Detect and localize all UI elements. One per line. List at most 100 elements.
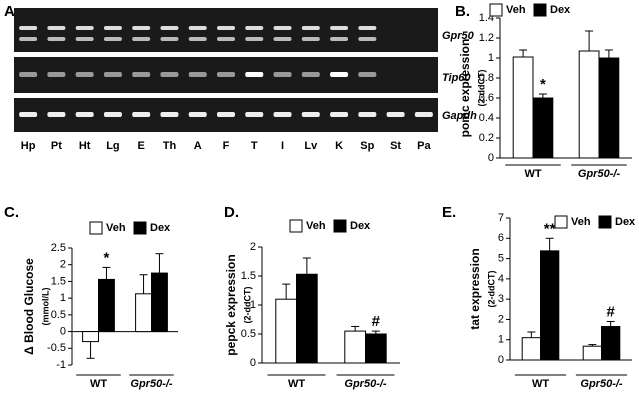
legend-label: Veh bbox=[306, 220, 326, 232]
y-tick-label: 1.5 bbox=[241, 270, 256, 282]
bar bbox=[365, 333, 387, 364]
y-axis-label: Δ Blood Glucose bbox=[22, 258, 36, 355]
legend-label: Dex bbox=[350, 220, 371, 232]
gel-band bbox=[19, 26, 38, 30]
gel-band bbox=[217, 112, 235, 117]
y-tick-label: 1.2 bbox=[479, 32, 494, 44]
lane-label: A bbox=[194, 140, 202, 152]
gel-band bbox=[132, 112, 151, 117]
gel-band bbox=[330, 112, 349, 117]
y-tick-label: -0.5 bbox=[47, 342, 66, 354]
lane-label: Hp bbox=[21, 140, 36, 152]
y-tick-label: 1 bbox=[498, 334, 504, 346]
gel-band bbox=[47, 112, 66, 117]
gel-band bbox=[245, 37, 264, 41]
gel-band bbox=[358, 37, 377, 41]
gel-band bbox=[301, 112, 320, 117]
y-tick-label: 7 bbox=[498, 212, 504, 224]
y-axis-label: (mmol/L) bbox=[40, 288, 50, 326]
gel-band bbox=[245, 26, 264, 30]
bar bbox=[344, 330, 366, 364]
gel-band bbox=[47, 26, 66, 30]
gel-band bbox=[217, 37, 235, 41]
gel-band bbox=[245, 112, 264, 117]
bar bbox=[151, 272, 168, 333]
gel-band bbox=[358, 26, 377, 30]
annotation: # bbox=[372, 313, 381, 330]
legend-swatch bbox=[133, 221, 147, 235]
x-tick-label: WT bbox=[288, 378, 305, 390]
bar bbox=[82, 331, 99, 343]
legend-swatch bbox=[554, 215, 568, 229]
gel-band bbox=[301, 72, 320, 77]
x-tick-label: Gpr50-/- bbox=[344, 378, 387, 390]
legend-swatch bbox=[333, 219, 347, 233]
y-tick-label: 2 bbox=[498, 313, 504, 325]
lane-label: Th bbox=[163, 140, 177, 152]
x-tick-label: WT bbox=[524, 168, 541, 180]
gel-band bbox=[358, 112, 377, 117]
lane-label: Pt bbox=[51, 140, 62, 152]
y-tick-label: 0.5 bbox=[241, 328, 256, 340]
gel-band bbox=[75, 112, 94, 117]
bar bbox=[532, 97, 554, 159]
y-tick-label: 2.5 bbox=[51, 242, 66, 254]
bar bbox=[98, 278, 115, 333]
bar bbox=[275, 298, 297, 364]
y-tick-label: 0 bbox=[488, 152, 494, 164]
lane-label: I bbox=[281, 140, 284, 152]
gel-band bbox=[188, 37, 207, 41]
gel-band bbox=[414, 112, 433, 117]
lane-label: Lv bbox=[304, 140, 318, 152]
panel-label: D. bbox=[224, 204, 239, 221]
x-tick-label: WT bbox=[532, 378, 549, 390]
x-tick-label: Gpr50-/- bbox=[580, 378, 623, 390]
legend-swatch bbox=[289, 219, 303, 233]
gel-band bbox=[273, 72, 292, 77]
gel-band bbox=[273, 112, 292, 117]
y-tick-label: 6 bbox=[498, 232, 504, 244]
bar bbox=[582, 345, 603, 361]
y-axis-label: pepck expression bbox=[224, 254, 238, 355]
y-tick-label: 0.2 bbox=[479, 132, 494, 144]
gel-band bbox=[132, 26, 151, 30]
y-tick-label: 1 bbox=[488, 52, 494, 64]
x-tick-label: Gpr50-/- bbox=[130, 378, 173, 390]
gel-band bbox=[217, 72, 235, 77]
gel-band bbox=[132, 37, 151, 41]
y-tick-label: -1 bbox=[56, 359, 66, 371]
lane-label: Ht bbox=[79, 140, 91, 152]
gel-band bbox=[75, 37, 94, 41]
y-axis-label: (2-ddCT) bbox=[242, 287, 252, 324]
legend-swatch bbox=[598, 215, 612, 229]
gel-band bbox=[160, 37, 179, 41]
gel-band bbox=[188, 112, 207, 117]
gel-band bbox=[217, 26, 235, 30]
gel-band bbox=[273, 26, 292, 30]
legend-label: Veh bbox=[506, 4, 526, 16]
legend-swatch bbox=[533, 3, 547, 17]
y-tick-label: 2 bbox=[60, 259, 66, 271]
y-axis-label: tat expression bbox=[468, 248, 482, 329]
gel-band bbox=[358, 72, 377, 77]
lane-label: Sp bbox=[360, 140, 374, 152]
lane-label: F bbox=[223, 140, 230, 152]
bar bbox=[578, 50, 600, 159]
annotation: * bbox=[104, 249, 110, 266]
y-axis-label: (2-ddCT) bbox=[476, 70, 486, 107]
gene-label: Gapdh bbox=[442, 110, 477, 122]
gel-band bbox=[188, 72, 207, 77]
y-tick-label: 1.5 bbox=[51, 275, 66, 287]
lane-label: T bbox=[251, 140, 258, 152]
bar bbox=[598, 57, 620, 159]
y-tick-label: 1 bbox=[60, 292, 66, 304]
gene-label: Gpr50 bbox=[442, 30, 475, 42]
x-tick-label: Gpr50-/- bbox=[578, 168, 621, 180]
annotation: # bbox=[606, 303, 615, 320]
annotation: ** bbox=[544, 220, 556, 237]
gel-band bbox=[132, 72, 151, 77]
gel-band bbox=[245, 72, 264, 77]
y-tick-label: 0 bbox=[60, 325, 66, 337]
y-tick-label: 4 bbox=[498, 273, 504, 285]
